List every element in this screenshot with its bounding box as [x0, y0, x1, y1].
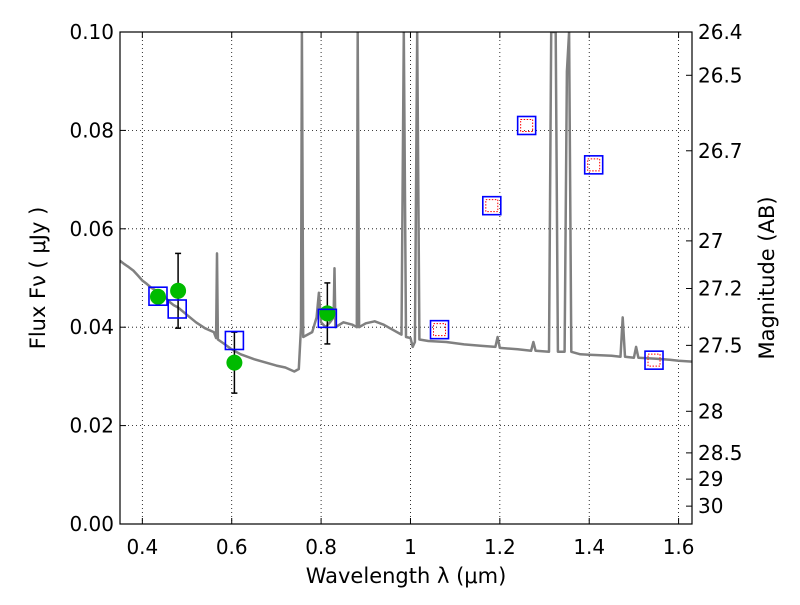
observed-flux-point	[149, 288, 166, 305]
y-tick-label: 0.10	[69, 20, 114, 44]
y-tick-label: 0.00	[69, 512, 114, 536]
y2-tick-label: 28.5	[698, 441, 743, 465]
x-tick-label: 1	[404, 535, 417, 559]
x-tick-label: 1.6	[663, 535, 695, 559]
observed-flux-point	[319, 305, 336, 322]
model-spectrum-line	[120, 32, 692, 373]
plot-frame	[119, 31, 693, 525]
model-photometry-square	[481, 195, 502, 216]
model-photometry-square	[516, 115, 537, 136]
x-tick-label: 0.8	[305, 535, 337, 559]
data-layer	[120, 32, 692, 394]
x-axis-title: Wavelength λ (μm)	[306, 564, 507, 588]
observed-flux-point	[226, 354, 243, 371]
y2-tick-label: 30	[698, 494, 723, 518]
upper-limit-square	[587, 158, 601, 172]
axis-ticks: 0.4 0.6 0.8 1 1.2 1.4 1.6 0.00 0.02 0.04 0.06 0.08 0…	[69, 20, 742, 559]
y-tick-label: 0.08	[69, 118, 114, 142]
x-tick-label: 1.4	[573, 535, 605, 559]
y2-tick-label: 29	[698, 467, 723, 491]
model-photometry-square	[167, 299, 187, 319]
x-tick-label: 0.4	[126, 535, 158, 559]
y-tick-label: 0.02	[69, 414, 114, 438]
model-photometry-square	[644, 350, 664, 370]
observed-flux-point	[170, 282, 187, 299]
y2-tick-label: 28	[698, 399, 723, 423]
y2-tick-label: 27.2	[698, 277, 743, 301]
y2-tick-label: 26.7	[698, 139, 743, 163]
y2-tick-label: 27	[698, 229, 723, 253]
upper-limit-square	[485, 199, 499, 213]
upper-limit-square	[647, 353, 661, 367]
y-tick-label: 0.04	[69, 315, 114, 339]
upper-limit-square	[520, 118, 534, 132]
y2-tick-label: 26.5	[698, 63, 743, 87]
model-photometry-square	[317, 308, 338, 329]
model-photometry-square	[148, 286, 168, 307]
y-axis-title: Flux Fν ( μJy )	[26, 207, 50, 350]
model-photometry-square	[429, 319, 450, 340]
x-tick-label: 0.6	[216, 535, 248, 559]
model-photometry-square	[224, 330, 245, 351]
y-tick-label: 0.06	[69, 217, 114, 241]
y2-tick-label: 27.5	[698, 333, 743, 357]
x-tick-label: 1.2	[484, 535, 516, 559]
upper-limit-square	[433, 323, 447, 337]
model-photometry-square	[583, 155, 604, 175]
y2-axis-title: Magnitude (AB)	[755, 196, 779, 359]
y2-tick-label: 26.4	[698, 20, 743, 44]
